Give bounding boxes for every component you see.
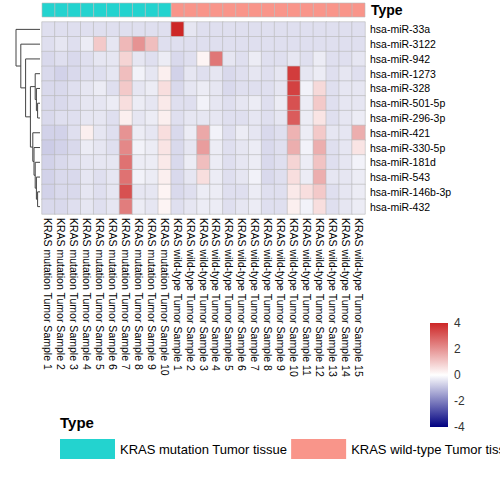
- svg-text:KRAS wild-type Tumor Sample 1: KRAS wild-type Tumor Sample 1: [172, 218, 184, 371]
- svg-text:KRAS wild-type Tumor Sample 8: KRAS wild-type Tumor Sample 8: [262, 218, 274, 371]
- svg-text:hsa-miR-3122: hsa-miR-3122: [370, 38, 436, 50]
- svg-text:Type: Type: [60, 414, 94, 431]
- svg-text:-2: -2: [454, 394, 465, 408]
- svg-text:hsa-miR-181d: hsa-miR-181d: [370, 156, 436, 168]
- svg-text:KRAS mutation Tumor Sample 10: KRAS mutation Tumor Sample 10: [159, 218, 171, 376]
- svg-text:KRAS wild-type Tumor Sample 6: KRAS wild-type Tumor Sample 6: [236, 218, 248, 371]
- svg-text:KRAS wild-type Tumor Sample 11: KRAS wild-type Tumor Sample 11: [301, 218, 313, 376]
- svg-text:-4: -4: [454, 420, 465, 434]
- svg-text:KRAS wild-type Tumor Sample 13: KRAS wild-type Tumor Sample 13: [327, 218, 339, 377]
- svg-text:hsa-miR-328: hsa-miR-328: [370, 82, 430, 94]
- svg-text:KRAS mutation Tumor Sample 8: KRAS mutation Tumor Sample 8: [133, 218, 145, 370]
- svg-text:2: 2: [454, 342, 461, 356]
- svg-text:KRAS wild-type Tumor Sample 10: KRAS wild-type Tumor Sample 10: [288, 218, 300, 377]
- svg-text:KRAS mutation Tumor Sample 3: KRAS mutation Tumor Sample 3: [68, 218, 80, 370]
- svg-text:KRAS mutation Tumor Sample 7: KRAS mutation Tumor Sample 7: [120, 218, 132, 370]
- svg-text:Type: Type: [371, 2, 403, 18]
- svg-text:KRAS wild-type Tumor Sample 3: KRAS wild-type Tumor Sample 3: [198, 218, 210, 371]
- svg-text:hsa-miR-421: hsa-miR-421: [370, 127, 430, 139]
- svg-text:KRAS wild-type Tumor Sample 12: KRAS wild-type Tumor Sample 12: [314, 218, 326, 377]
- svg-text:hsa-miR-33a: hsa-miR-33a: [370, 23, 430, 35]
- svg-text:KRAS mutation Tumor Sample 2: KRAS mutation Tumor Sample 2: [55, 218, 67, 370]
- svg-text:KRAS mutation Tumor Sample 9: KRAS mutation Tumor Sample 9: [146, 218, 158, 370]
- svg-text:KRAS wild-type Tumor Sample 4: KRAS wild-type Tumor Sample 4: [210, 218, 222, 371]
- svg-text:KRAS mutation Tumor Sample 6: KRAS mutation Tumor Sample 6: [107, 218, 119, 370]
- svg-text:KRAS wild-type Tumor Sample 14: KRAS wild-type Tumor Sample 14: [340, 218, 352, 377]
- svg-text:4: 4: [454, 316, 461, 330]
- svg-text:KRAS wild-type Tumor Sample 7: KRAS wild-type Tumor Sample 7: [249, 218, 261, 371]
- svg-text:hsa-miR-942: hsa-miR-942: [370, 53, 430, 65]
- svg-text:KRAS wild-type Tumor Sample 5: KRAS wild-type Tumor Sample 5: [223, 218, 235, 371]
- svg-text:hsa-miR-543: hsa-miR-543: [370, 171, 430, 183]
- svg-text:hsa-miR-330-5p: hsa-miR-330-5p: [370, 142, 445, 154]
- svg-text:hsa-miR-146b-3p: hsa-miR-146b-3p: [370, 186, 451, 198]
- svg-text:KRAS mutation Tumor tissue: KRAS mutation Tumor tissue: [120, 442, 287, 457]
- svg-text:hsa-miR-296-3p: hsa-miR-296-3p: [370, 112, 445, 124]
- svg-text:KRAS mutation Tumor Sample 1: KRAS mutation Tumor Sample 1: [42, 218, 54, 370]
- svg-text:0: 0: [454, 368, 461, 382]
- svg-text:hsa-miR-432: hsa-miR-432: [370, 201, 430, 213]
- svg-text:hsa-miR-501-5p: hsa-miR-501-5p: [370, 97, 445, 109]
- svg-text:KRAS mutation Tumor Sample 5: KRAS mutation Tumor Sample 5: [94, 218, 106, 370]
- svg-text:KRAS wild-type Tumor Sample 9: KRAS wild-type Tumor Sample 9: [275, 218, 287, 371]
- svg-text:KRAS wild-type Tumor tissue: KRAS wild-type Tumor tissue: [351, 442, 500, 457]
- svg-text:KRAS wild-type Tumor Sample 15: KRAS wild-type Tumor Sample 15: [353, 218, 365, 377]
- svg-text:KRAS wild-type Tumor Sample 2: KRAS wild-type Tumor Sample 2: [185, 218, 197, 371]
- svg-text:hsa-miR-1273: hsa-miR-1273: [370, 68, 436, 80]
- svg-text:KRAS mutation Tumor Sample 4: KRAS mutation Tumor Sample 4: [81, 218, 93, 370]
